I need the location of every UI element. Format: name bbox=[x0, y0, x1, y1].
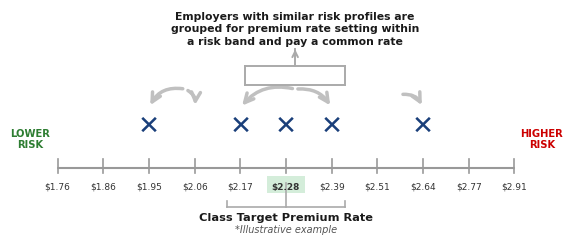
Text: ✕: ✕ bbox=[229, 113, 251, 139]
Text: grouped for premium rate setting within: grouped for premium rate setting within bbox=[171, 24, 419, 34]
Text: Employers with similar risk profiles are: Employers with similar risk profiles are bbox=[176, 12, 415, 22]
Text: ✕: ✕ bbox=[412, 113, 434, 139]
Text: $2.51: $2.51 bbox=[364, 182, 390, 191]
Text: $2.64: $2.64 bbox=[410, 182, 436, 191]
Text: $2.91: $2.91 bbox=[502, 182, 527, 191]
Text: HIGHER
RISK: HIGHER RISK bbox=[521, 129, 563, 150]
Text: $2.17: $2.17 bbox=[228, 182, 253, 191]
Text: ✕: ✕ bbox=[275, 113, 297, 139]
Text: a risk band and pay a common rate: a risk band and pay a common rate bbox=[187, 37, 403, 47]
Text: LOWER
RISK: LOWER RISK bbox=[10, 129, 50, 150]
FancyBboxPatch shape bbox=[267, 176, 305, 193]
Text: Class Target Premium Rate: Class Target Premium Rate bbox=[199, 212, 373, 222]
Text: $2.77: $2.77 bbox=[456, 182, 482, 191]
Text: $1.76: $1.76 bbox=[45, 182, 70, 191]
Text: $1.95: $1.95 bbox=[136, 182, 162, 191]
Text: ✕: ✕ bbox=[138, 113, 160, 139]
Text: *Illustrative example: *Illustrative example bbox=[235, 224, 337, 234]
Text: $2.06: $2.06 bbox=[182, 182, 208, 191]
Text: $2.28: $2.28 bbox=[272, 182, 300, 191]
Text: ✕: ✕ bbox=[321, 113, 343, 139]
Text: $2.39: $2.39 bbox=[319, 182, 344, 191]
Text: $1.86: $1.86 bbox=[90, 182, 116, 191]
